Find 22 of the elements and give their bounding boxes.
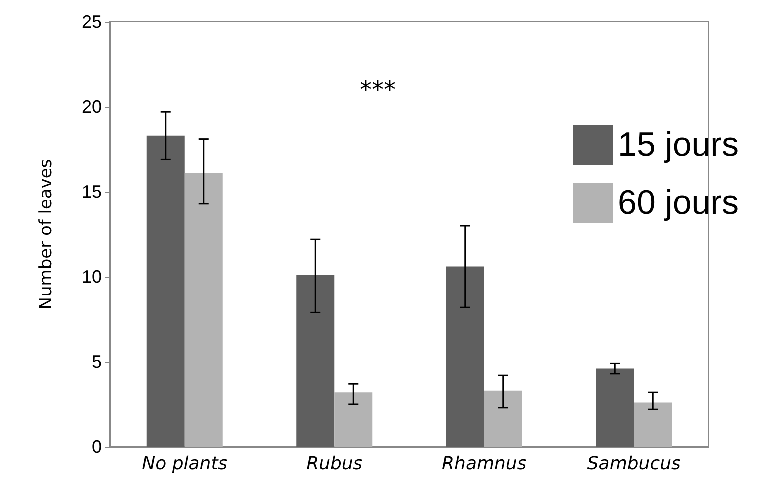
bar (446, 266, 484, 447)
y-tick-label: 20 (82, 97, 102, 117)
bar (184, 173, 223, 447)
y-tick-label: 25 (82, 12, 102, 32)
x-tick-label: Rhamnus (442, 454, 527, 474)
y-tick-label: 0 (92, 437, 102, 457)
y-tick-label: 10 (82, 267, 102, 287)
x-tick-label: Sambucus (587, 454, 681, 474)
bar (634, 402, 672, 447)
legend-label: 15 jours (618, 126, 740, 164)
bar (596, 368, 634, 447)
y-tick-label: 5 (92, 352, 102, 372)
bar (484, 390, 522, 447)
y-tick-label: 15 (82, 182, 102, 202)
legend-label: 60 jours (618, 184, 740, 222)
x-tick-label: No plants (142, 454, 228, 474)
y-axis-title: Number of leaves (36, 159, 56, 310)
bar (334, 392, 373, 447)
x-tick-label: Rubus (306, 454, 363, 474)
bar (146, 136, 185, 447)
bar (296, 275, 335, 447)
annotation: *** (360, 76, 396, 104)
